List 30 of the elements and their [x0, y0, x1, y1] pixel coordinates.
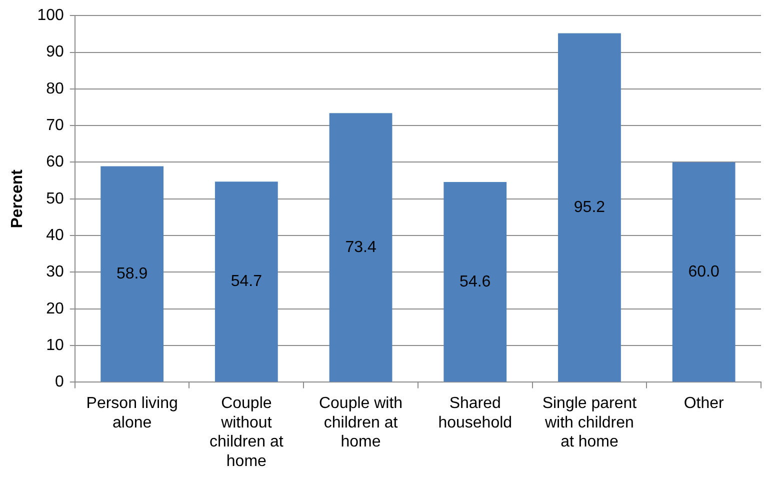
data-label: 73.4 [345, 238, 376, 256]
bar [672, 162, 736, 382]
x-tick-label: Couple without children at home [210, 395, 284, 470]
x-tick-label: Single parent with children at home [542, 395, 638, 451]
data-label: 54.7 [230, 273, 262, 290]
y-tick-label: 40 [46, 226, 64, 244]
y-tick-label: 90 [46, 44, 64, 61]
data-label: 95.2 [574, 198, 606, 216]
bar [100, 166, 164, 382]
bar [329, 113, 392, 382]
x-tick-label: Other [684, 395, 725, 412]
x-tick-label: Couple with children at home [318, 395, 403, 451]
y-axis-title: Percent [9, 168, 26, 228]
y-tick-label: 50 [46, 190, 64, 208]
y-tick-label: 10 [46, 336, 64, 354]
y-tick-label: 70 [46, 116, 64, 134]
x-tick-label: Person living alone [86, 395, 178, 432]
bar [444, 182, 507, 382]
bar [214, 182, 278, 382]
y-tick-label: 20 [46, 300, 64, 318]
y-tick-label: 30 [46, 264, 64, 281]
y-tick-label: 0 [54, 374, 64, 391]
x-tick-label: Shared household [438, 395, 512, 432]
y-tick-label: 60 [46, 154, 64, 171]
data-label: 54.6 [460, 273, 491, 290]
data-label: 58.9 [116, 265, 148, 282]
y-tick-label: 80 [46, 80, 64, 98]
y-tick-label: 100 [37, 7, 64, 24]
data-label: 60.0 [688, 263, 720, 280]
bar [558, 33, 621, 382]
